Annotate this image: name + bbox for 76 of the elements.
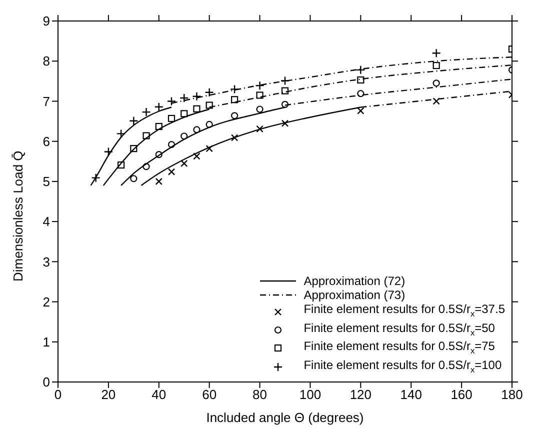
point [193, 105, 200, 112]
x-tick-label: 0 [54, 387, 62, 402]
legend-label: Approximation (72) [304, 274, 406, 288]
point [206, 120, 213, 128]
point [256, 125, 264, 132]
y-tick-label: 8 [42, 54, 50, 69]
point [206, 102, 213, 109]
x-tick-label: 80 [252, 387, 268, 402]
x-tick-label: 160 [450, 387, 472, 402]
x-tick-label: 180 [501, 387, 523, 402]
point [357, 90, 364, 98]
point [432, 98, 440, 105]
point [142, 163, 150, 170]
point [154, 102, 164, 112]
y-tick-label: 5 [42, 174, 50, 190]
point [432, 48, 441, 58]
point [357, 76, 364, 84]
x-tick-label: 60 [202, 387, 217, 402]
point [281, 87, 289, 94]
point [231, 112, 238, 120]
point [192, 92, 202, 102]
x-tick-label: 120 [350, 387, 372, 402]
point [104, 147, 114, 156]
point [129, 116, 138, 126]
point [206, 144, 213, 152]
point [204, 88, 214, 97]
point [432, 62, 440, 70]
legend-label: Finite element results for 0.5S/r$_{x}$=50 [304, 320, 495, 338]
x-tick-label: 100 [299, 387, 322, 402]
x-axis-title: Included angle Θ (degrees) [206, 410, 364, 425]
y-tick-label: 2 [42, 294, 50, 310]
point [281, 100, 289, 108]
point [155, 151, 162, 158]
point [142, 132, 150, 140]
point [180, 93, 189, 103]
legend-label: Finite element results for 0.5S/r$_{x}$=75 [304, 339, 495, 356]
point [130, 175, 138, 182]
x-tick-label: 40 [152, 387, 166, 402]
point [168, 140, 176, 148]
point [256, 92, 264, 99]
point [130, 145, 138, 152]
legend-label: Finite element results for 0.5S/r$_{x}$=100 [304, 358, 502, 374]
point [231, 96, 238, 104]
point [193, 126, 200, 134]
x-tick-label: 20 [101, 387, 116, 402]
point [155, 178, 162, 186]
point [168, 114, 176, 122]
point [356, 65, 366, 75]
y-tick-label: 6 [42, 134, 50, 149]
point [91, 173, 100, 182]
point [180, 110, 188, 118]
point [193, 152, 200, 160]
point [230, 134, 238, 142]
point [180, 160, 188, 167]
y-tick-label: 3 [42, 254, 50, 270]
legend-label: Finite element results for 0.5S/r$_{x}$=37.5 [304, 302, 505, 319]
point [255, 80, 264, 90]
point [116, 129, 126, 138]
point [118, 161, 125, 169]
y-axis-title: Dimensionless Load Q̄ [10, 150, 26, 282]
y-tick-label: 4 [42, 214, 50, 230]
point [168, 168, 176, 176]
point [142, 107, 151, 117]
y-tick-label: 0 [42, 374, 50, 390]
y-tick-label: 7 [42, 94, 50, 109]
y-tick-label: 9 [42, 14, 50, 29]
point [155, 122, 162, 130]
x-tick-label: 140 [400, 387, 422, 402]
point [230, 84, 240, 94]
legend-label: Approximation (73) [304, 288, 406, 302]
point [180, 132, 188, 140]
point [432, 80, 440, 87]
point [281, 120, 289, 127]
y-tick-label: 1 [42, 334, 50, 350]
point [256, 106, 264, 113]
point [280, 76, 290, 86]
